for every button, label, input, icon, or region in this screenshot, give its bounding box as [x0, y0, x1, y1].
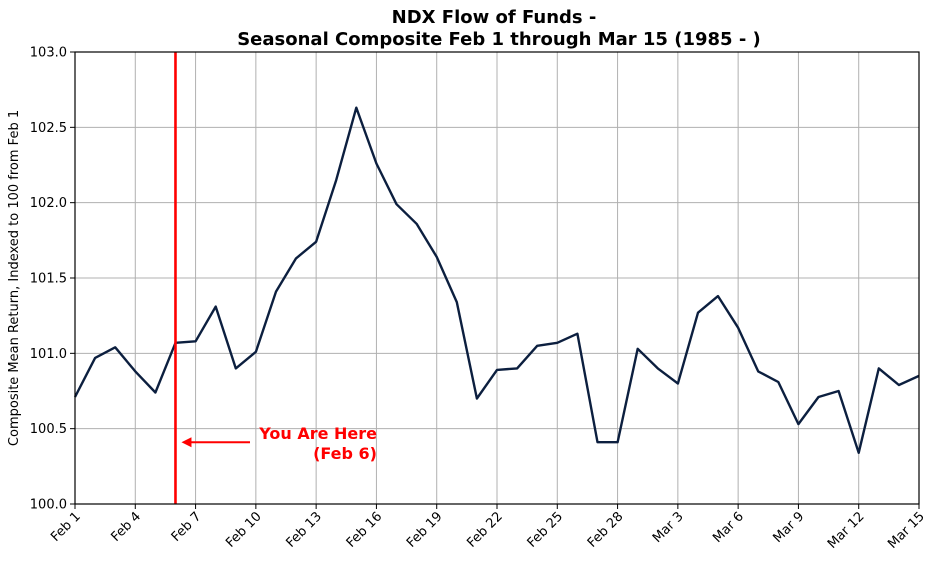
annotation-line2: (Feb 6) — [313, 444, 377, 463]
y-tick-label: 100.5 — [30, 422, 67, 437]
x-tick-label: Feb 22 — [464, 509, 506, 551]
chart-title-line2: Seasonal Composite Feb 1 through Mar 15 … — [237, 29, 761, 50]
x-tick-label: Feb 10 — [223, 509, 265, 551]
arrow-head — [181, 437, 192, 448]
grid — [74, 51, 920, 505]
y-axis: 100.0 100.5 101.0 101.5 102.0 102.5 103.0 — [30, 46, 75, 513]
y-tick-label: 102.0 — [30, 196, 67, 211]
annotation-arrow — [181, 437, 250, 448]
x-tick-label: Feb 19 — [404, 509, 446, 551]
series-group — [73, 106, 920, 454]
x-tick-label: Mar 15 — [885, 509, 928, 552]
annotation-line1: You Are Here — [258, 424, 377, 443]
x-tick-label: Feb 1 — [48, 509, 84, 545]
y-axis-label: Composite Mean Return, Indexed to 100 fr… — [7, 110, 22, 446]
x-tick-label: Feb 16 — [344, 509, 386, 551]
x-tick-label: Mar 6 — [710, 509, 747, 546]
y-tick-label: 100.0 — [30, 498, 67, 513]
chart-title-line1: NDX Flow of Funds - — [392, 7, 597, 28]
y-tick-label: 101.5 — [30, 272, 67, 287]
x-tick-label: Feb 25 — [525, 509, 567, 551]
y-tick-label: 102.5 — [30, 121, 67, 136]
y-tick-label: 103.0 — [30, 46, 67, 61]
x-tick-label: Feb 4 — [108, 509, 144, 545]
series-line — [73, 106, 920, 454]
y-tick-label: 101.0 — [30, 347, 67, 362]
plot-frame — [74, 51, 920, 505]
x-tick-label: Feb 7 — [169, 509, 205, 545]
x-tick-label: Mar 9 — [771, 509, 808, 546]
x-tick-label: Mar 12 — [825, 509, 868, 552]
x-tick-label: Mar 3 — [650, 509, 687, 546]
x-tick-label: Feb 28 — [585, 509, 627, 551]
x-axis: Feb 1 Feb 4 Feb 7 Feb 10 Feb 13 Feb 16 Feb 19 F… — [48, 504, 928, 552]
x-tick-label: Feb 13 — [283, 509, 325, 551]
